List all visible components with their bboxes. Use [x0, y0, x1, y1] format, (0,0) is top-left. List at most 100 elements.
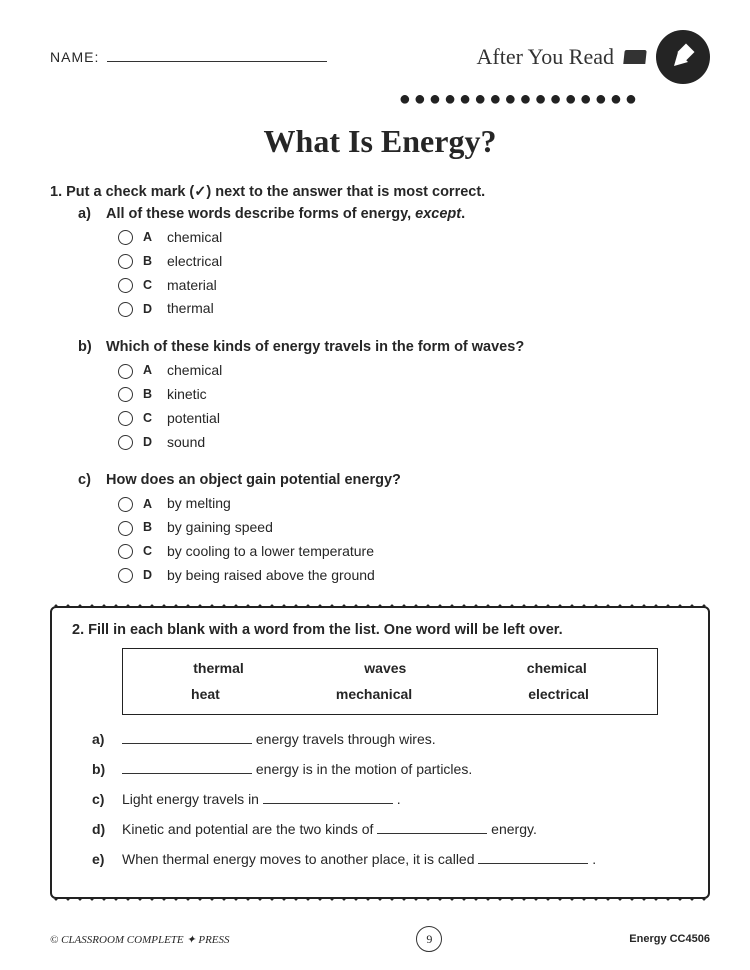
option-circle-icon[interactable]	[118, 497, 133, 512]
option-row[interactable]: Cmaterial	[118, 274, 710, 298]
option-row[interactable]: Belectrical	[118, 250, 710, 274]
option-text: kinetic	[167, 383, 207, 407]
option-letter: B	[143, 384, 157, 405]
option-circle-icon[interactable]	[118, 521, 133, 536]
option-letter: D	[143, 565, 157, 586]
option-circle-icon[interactable]	[118, 254, 133, 269]
wb-word: waves	[364, 655, 406, 682]
option-row[interactable]: Cby cooling to a lower temperature	[118, 540, 710, 564]
option-row[interactable]: Achemical	[118, 226, 710, 250]
wb-word: mechanical	[336, 681, 412, 708]
option-letter: A	[143, 494, 157, 515]
option-text: material	[167, 274, 217, 298]
option-circle-icon[interactable]	[118, 364, 133, 379]
option-row[interactable]: Cpotential	[118, 407, 710, 431]
option-text: thermal	[167, 297, 214, 321]
option-letter: D	[143, 299, 157, 320]
page-number: 9	[416, 926, 442, 952]
fill-blank[interactable]	[377, 833, 487, 834]
option-circle-icon[interactable]	[118, 568, 133, 583]
question-2-box: 2. Fill in each blank with a word from t…	[50, 606, 710, 899]
fill-letter: d)	[92, 821, 112, 837]
option-row[interactable]: Aby melting	[118, 492, 710, 516]
option-row[interactable]: Achemical	[118, 359, 710, 383]
option-text: chemical	[167, 226, 222, 250]
option-circle-icon[interactable]	[118, 544, 133, 559]
question-1: 1. Put a check mark (✓) next to the answ…	[50, 184, 710, 588]
fill-blank[interactable]	[122, 773, 252, 774]
footer-right: Energy CC4506	[629, 933, 710, 945]
fill-text: When thermal energy moves to another pla…	[122, 851, 596, 867]
fill-item: b) energy is in the motion of particles.	[92, 761, 688, 777]
word-bank-row-2: heat mechanical electrical	[133, 681, 647, 708]
word-bank-row-1: thermal waves chemical	[133, 655, 647, 682]
fill-text: energy travels through wires.	[122, 731, 436, 747]
sub-text: All of these words describe forms of ene…	[106, 206, 465, 222]
option-circle-icon[interactable]	[118, 435, 133, 450]
sub-text: How does an object gain potential energy…	[106, 472, 401, 488]
fill-letter: b)	[92, 761, 112, 777]
option-row[interactable]: Dby being raised above the ground	[118, 564, 710, 588]
option-letter: A	[143, 227, 157, 248]
option-row[interactable]: Dsound	[118, 431, 710, 455]
fill-item: d) Kinetic and potential are the two kind…	[92, 821, 688, 837]
fill-letter: a)	[92, 731, 112, 747]
q1-sub: a)All of these words describe forms of e…	[78, 206, 710, 321]
footer-left: © CLASSROOM COMPLETE ✦ PRESS	[50, 933, 230, 946]
option-circle-icon[interactable]	[118, 411, 133, 426]
wb-word: heat	[191, 681, 220, 708]
fill-text: energy is in the motion of particles.	[122, 761, 472, 777]
page-title: What Is Energy?	[50, 123, 710, 160]
option-letter: A	[143, 360, 157, 381]
option-row[interactable]: Dthermal	[118, 297, 710, 321]
option-letter: C	[143, 408, 157, 429]
option-circle-icon[interactable]	[118, 302, 133, 317]
fill-blank[interactable]	[478, 863, 588, 864]
sub-letter: c)	[78, 472, 96, 488]
option-row[interactable]: Bkinetic	[118, 383, 710, 407]
wb-word: chemical	[527, 655, 587, 682]
q2-intro: 2. Fill in each blank with a word from t…	[72, 622, 688, 638]
fill-letter: e)	[92, 851, 112, 867]
option-letter: D	[143, 432, 157, 453]
name-input-line[interactable]	[107, 61, 327, 62]
fill-blank[interactable]	[122, 743, 252, 744]
fill-letter: c)	[92, 791, 112, 807]
option-circle-icon[interactable]	[118, 230, 133, 245]
header-right: After You Read	[477, 30, 711, 84]
after-you-read-label: After You Read	[477, 44, 615, 70]
option-text: by melting	[167, 492, 231, 516]
option-row[interactable]: Bby gaining speed	[118, 516, 710, 540]
sub-question: a)All of these words describe forms of e…	[78, 206, 710, 222]
word-bank: thermal waves chemical heat mechanical e…	[122, 648, 658, 715]
option-circle-icon[interactable]	[118, 387, 133, 402]
fill-text: Kinetic and potential are the two kinds …	[122, 821, 537, 837]
book-icon	[623, 50, 646, 64]
fill-text: Light energy travels in .	[122, 791, 401, 807]
wb-word: electrical	[528, 681, 589, 708]
fill-blank[interactable]	[263, 803, 393, 804]
fill-item: e) When thermal energy moves to another p…	[92, 851, 688, 867]
dots-divider: ●●●●●●●●●●●●●●●●	[50, 88, 710, 111]
option-circle-icon[interactable]	[118, 278, 133, 293]
option-text: by gaining speed	[167, 516, 273, 540]
option-text: sound	[167, 431, 205, 455]
name-area: NAME:	[50, 49, 327, 65]
q1-sub: c) How does an object gain potential ener…	[78, 472, 710, 587]
option-letter: C	[143, 275, 157, 296]
option-text: potential	[167, 407, 220, 431]
fill-item: a) energy travels through wires.	[92, 731, 688, 747]
option-letter: C	[143, 541, 157, 562]
option-letter: B	[143, 517, 157, 538]
worksheet-page: NAME: After You Read ●●●●●●●●●●●●●●●● Wh…	[0, 0, 750, 970]
header-row: NAME: After You Read	[50, 30, 710, 84]
wb-word: thermal	[193, 655, 244, 682]
sub-text: Which of these kinds of energy travels i…	[106, 339, 524, 355]
sub-letter: b)	[78, 339, 96, 355]
option-text: by being raised above the ground	[167, 564, 375, 588]
option-text: electrical	[167, 250, 222, 274]
sub-question: b) Which of these kinds of energy travels…	[78, 339, 710, 355]
pencil-badge-icon	[656, 30, 710, 84]
fill-item: c) Light energy travels in .	[92, 791, 688, 807]
sub-question: c) How does an object gain potential ener…	[78, 472, 710, 488]
